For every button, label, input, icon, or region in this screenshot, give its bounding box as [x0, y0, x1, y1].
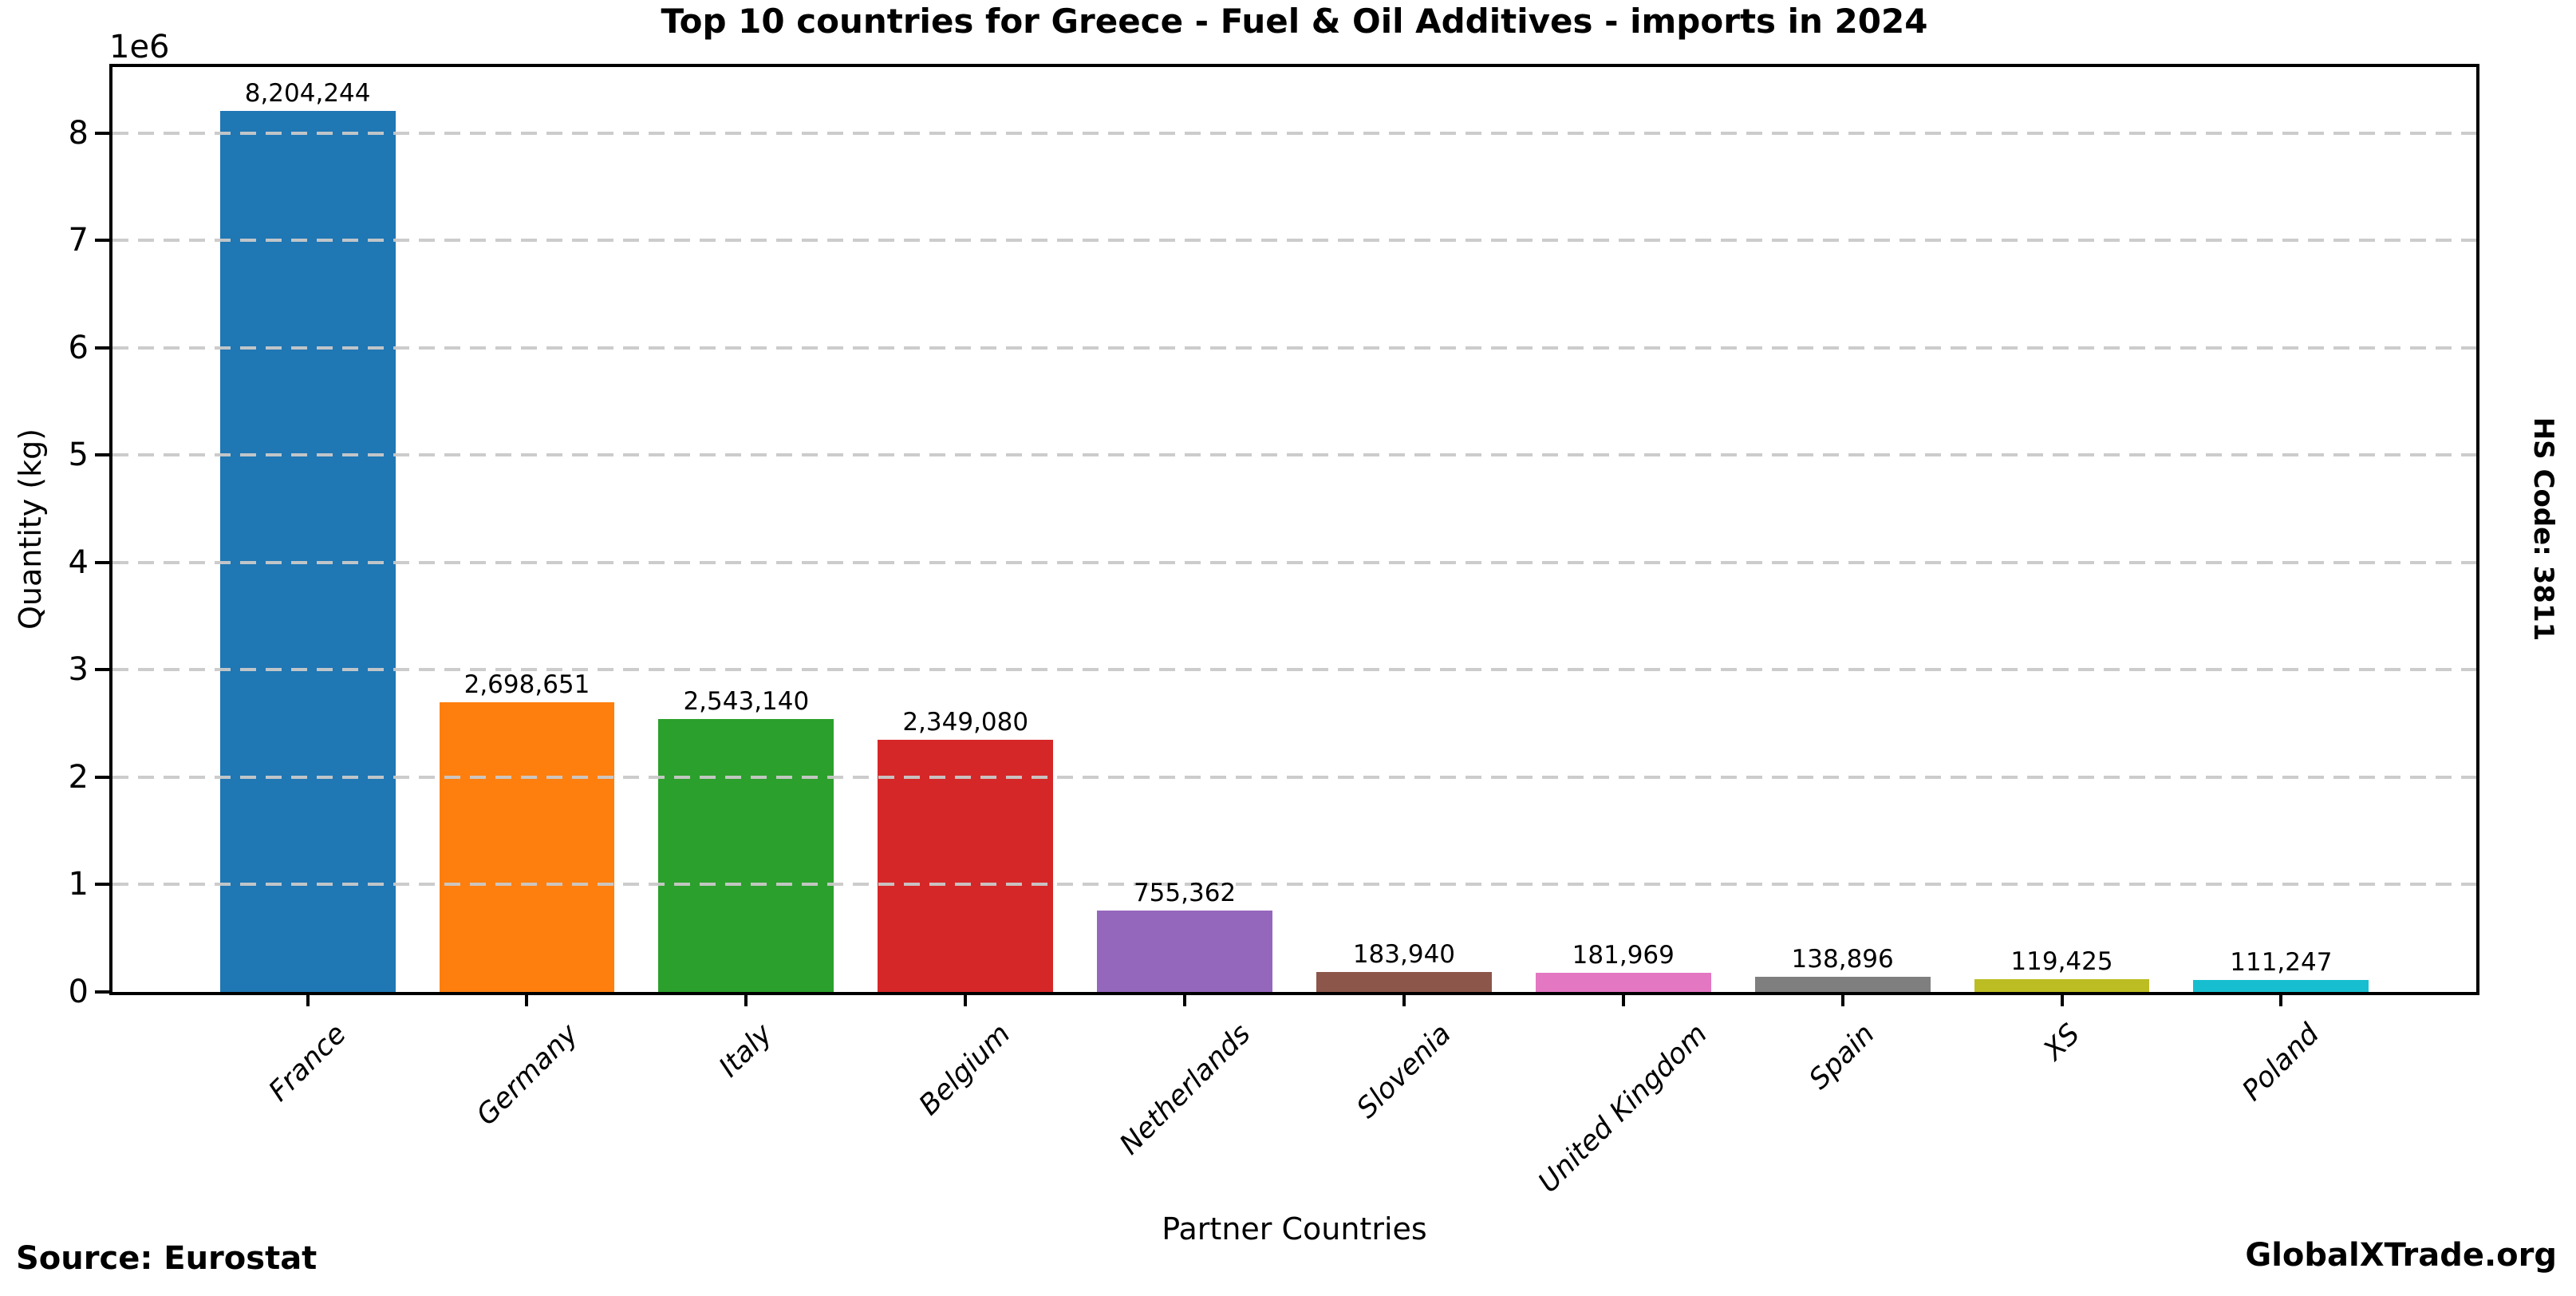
bar-value-label-germany: 2,698,651 [464, 670, 590, 699]
y-gridline-2 [112, 775, 2476, 779]
x-axis-label: Partner Countries [1162, 1211, 1427, 1247]
y-tick-label-2: 2 [68, 758, 89, 796]
bar-united-kingdom [1535, 972, 1711, 992]
x-tick-mark-united-kingdom [1621, 992, 1625, 1006]
x-tick-label-netherlands: Netherlands [1113, 1017, 1256, 1161]
x-tick-label-belgium: Belgium [913, 1017, 1017, 1122]
y-gridline-7 [112, 239, 2476, 243]
y-tick-mark-6 [95, 346, 109, 350]
y-tick-mark-3 [95, 668, 109, 672]
x-tick-mark-france [306, 992, 310, 1006]
y-tick-mark-8 [95, 131, 109, 135]
y-gridline-5 [112, 453, 2476, 457]
x-tick-label-poland: Poland [2236, 1017, 2326, 1108]
x-tick-label-france: France [262, 1017, 353, 1108]
bar-france [219, 111, 396, 992]
y-tick-mark-7 [95, 239, 109, 243]
bar-value-label-spain: 138,896 [1791, 945, 1894, 974]
x-tick-mark-germany [525, 992, 529, 1006]
x-tick-label-italy: Italy [713, 1017, 779, 1084]
bar-value-label-slovenia: 183,940 [1352, 940, 1456, 970]
y-tick-mark-1 [95, 883, 109, 887]
x-tick-mark-xs [2060, 992, 2064, 1006]
y-tick-label-0: 0 [68, 974, 89, 1010]
y-tick-label-8: 8 [68, 114, 89, 152]
bar-netherlands [1097, 911, 1272, 992]
bar-value-label-netherlands: 755,362 [1133, 879, 1237, 908]
brand-label: GlobalXTrade.org [2245, 1237, 2557, 1274]
y-tick-label-6: 6 [68, 329, 89, 366]
y-tick-label-5: 5 [68, 437, 89, 474]
bar-belgium [878, 739, 1054, 992]
plot-area: 8,204,244 France 2,698,651 Germany 2,543,140… [69, 64, 2479, 1199]
bar-xs [1974, 978, 2150, 992]
x-tick-label-united-kingdom: United Kingdom [1533, 1017, 1714, 1199]
y-gridline-3 [112, 668, 2476, 672]
x-tick-mark-poland [2279, 992, 2283, 1006]
bar-value-label-belgium: 2,349,080 [902, 707, 1029, 737]
x-tick-label-germany: Germany [470, 1017, 585, 1132]
y-gridline-8 [112, 131, 2476, 135]
source-label: Source: Eurostat [16, 1240, 318, 1277]
y-tick-label-1: 1 [68, 866, 89, 903]
x-tick-mark-slovenia [1402, 992, 1406, 1006]
x-tick-mark-netherlands [1183, 992, 1187, 1006]
x-tick-label-xs: XS [2038, 1017, 2087, 1067]
x-tick-label-slovenia: Slovenia [1351, 1017, 1458, 1125]
y-tick-mark-5 [95, 453, 109, 457]
y-tick-mark-0 [95, 990, 109, 994]
bar-value-label-xs: 119,425 [2010, 946, 2113, 976]
y-axis-offset-label: 1e6 [109, 29, 170, 65]
bar-value-label-united-kingdom: 181,969 [1572, 940, 1675, 970]
bar-italy [658, 718, 834, 992]
y-gridline-1 [112, 883, 2476, 887]
bar-value-label-poland: 111,247 [2230, 948, 2333, 978]
bar-value-label-italy: 2,543,140 [683, 686, 810, 716]
bar-spain [1754, 977, 1931, 992]
y-tick-label-7: 7 [68, 222, 89, 259]
y-tick-label-4: 4 [68, 543, 89, 581]
y-tick-label-3: 3 [68, 651, 89, 689]
chart-title: Top 10 countries for Greece - Fuel & Oil… [661, 2, 1928, 41]
y-tick-mark-2 [95, 775, 109, 779]
hs-code-label: HS Code: 3811 [2527, 417, 2559, 642]
bar-germany [439, 701, 615, 992]
y-gridline-4 [112, 560, 2476, 564]
x-tick-mark-spain [1840, 992, 1844, 1006]
x-tick-mark-italy [744, 992, 748, 1006]
y-tick-mark-4 [95, 560, 109, 564]
x-tick-label-spain: Spain [1803, 1017, 1882, 1096]
y-gridline-6 [112, 346, 2476, 350]
x-tick-mark-belgium [964, 992, 968, 1006]
y-axis-label: Quantity (kg) [13, 428, 48, 630]
bar-value-label-france: 8,204,244 [244, 79, 371, 109]
bar-poland [2193, 980, 2369, 992]
bar-slovenia [1316, 972, 1492, 992]
